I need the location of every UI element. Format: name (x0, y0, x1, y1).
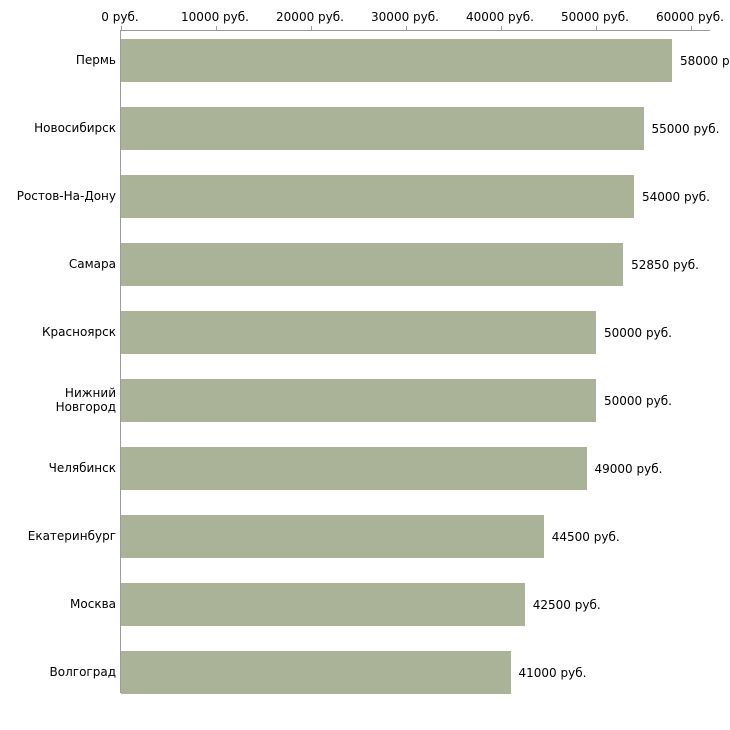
category-label: Екатеринбург (27, 528, 116, 543)
bar-9 (121, 651, 511, 694)
value-label: 54000 руб. (642, 189, 710, 204)
category-label: Челябинск (48, 460, 116, 475)
x-tick-label: 30000 руб. (371, 10, 439, 24)
category-label: Красноярск (42, 324, 116, 339)
plot-area: Пермь 58000 руб. Новосибирск 55000 руб. Рост… (17, 26, 730, 694)
x-tick-mark (121, 26, 122, 31)
bar-3 (121, 243, 624, 286)
x-tick-mark (596, 26, 597, 31)
category-label: Ростов-На-Дону (16, 188, 116, 203)
bar-8 (121, 583, 525, 626)
value-label: 42500 руб. (532, 597, 601, 612)
category-label: Пермь (75, 52, 116, 67)
bar-1 (121, 107, 644, 150)
x-axis-labels: 0 руб. 10000 руб. 20000 руб. 30000 руб. 4000… (101, 10, 724, 26)
bar-4 (121, 311, 596, 354)
x-tick-mark (691, 26, 692, 31)
bar-5 (121, 379, 596, 422)
bar-6 (121, 447, 587, 490)
category-label: Москва (70, 596, 116, 611)
value-label: 41000 руб. (518, 665, 587, 680)
bar-2 (121, 175, 634, 218)
x-tick-mark (406, 26, 407, 31)
value-label: 50000 руб. (604, 325, 672, 340)
x-tick-label: 20000 руб. (276, 10, 344, 24)
value-label: 49000 руб. (594, 461, 663, 476)
x-tick-label: 40000 руб. (466, 10, 534, 24)
bar-7 (121, 515, 544, 558)
value-label: 44500 руб. (551, 529, 620, 544)
value-label: 58000 руб. (680, 53, 730, 68)
value-label: 55000 руб. (651, 121, 720, 136)
x-tick-label: 60000 руб. (656, 10, 724, 24)
x-tick-label: 10000 руб. (181, 10, 249, 24)
category-label: Нижний Новгород (55, 385, 116, 414)
category-label: Новосибирск (34, 120, 116, 135)
x-tick-label: 50000 руб. (561, 10, 629, 24)
bar-0 (121, 39, 672, 82)
x-tick-label: 0 руб. (101, 10, 139, 24)
category-label: Самара (68, 256, 116, 271)
x-tick-mark (311, 26, 312, 31)
x-tick-mark (501, 26, 502, 31)
value-label: 52850 руб. (631, 257, 699, 272)
x-tick-mark (216, 26, 217, 31)
value-label: 50000 руб. (604, 393, 672, 408)
category-label: Волгоград (49, 664, 116, 679)
